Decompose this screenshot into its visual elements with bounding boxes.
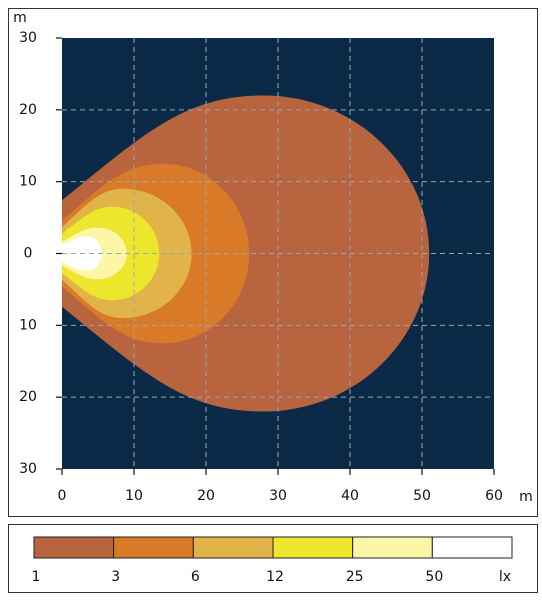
x-tick-label: 0 — [58, 488, 67, 504]
y-tick-label: 30 — [19, 461, 37, 477]
legend-label: 12 — [266, 569, 284, 585]
legend-swatch — [113, 536, 194, 559]
legend-swatch — [192, 536, 274, 559]
legend-swatch — [33, 536, 115, 559]
legend-label: 1 — [32, 569, 41, 585]
legend-unit: lx — [499, 569, 511, 585]
y-tick-label: 10 — [19, 317, 37, 333]
y-tick-label: 0 — [24, 246, 33, 262]
x-tick-label: 60 — [485, 488, 503, 504]
legend-swatch — [272, 536, 354, 559]
x-tick-label: 20 — [197, 488, 215, 504]
legend-label: 6 — [191, 569, 200, 585]
y-tick-label: 10 — [19, 174, 37, 190]
legend-label: 50 — [425, 569, 443, 585]
x-tick-label: 30 — [269, 488, 287, 504]
x-tick-label: 50 — [413, 488, 431, 504]
x-axis-unit: m — [519, 489, 533, 505]
x-tick-label: 40 — [341, 488, 359, 504]
legend-label: 3 — [111, 569, 120, 585]
legend-label: 25 — [346, 569, 364, 585]
y-tick-label: 20 — [19, 389, 37, 405]
chart-frame — [8, 8, 538, 517]
legend-frame — [8, 524, 538, 593]
y-tick-label: 20 — [19, 102, 37, 118]
y-axis-unit: m — [13, 10, 27, 26]
legend-swatch — [431, 536, 513, 559]
x-tick-label: 10 — [125, 488, 143, 504]
y-tick-label: 30 — [19, 30, 37, 46]
legend-swatch — [352, 536, 433, 559]
